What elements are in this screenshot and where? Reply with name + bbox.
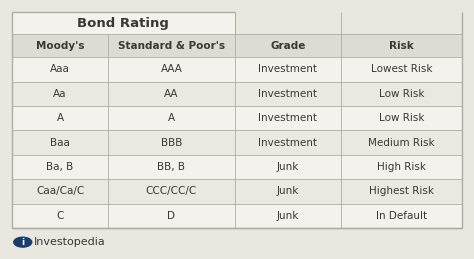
Text: AA: AA (164, 89, 179, 99)
Text: i: i (21, 238, 24, 247)
Circle shape (14, 237, 32, 247)
Text: Junk: Junk (276, 211, 299, 221)
Bar (341, 57, 462, 82)
Text: Moody's: Moody's (36, 41, 84, 51)
Bar (341, 12, 462, 34)
Text: Risk: Risk (389, 41, 414, 51)
Text: CCC/CC/C: CCC/CC/C (146, 186, 197, 196)
Bar (109, 130, 235, 155)
Text: Baa: Baa (50, 138, 70, 148)
Text: Investment: Investment (258, 113, 317, 123)
Text: Grade: Grade (270, 41, 305, 51)
Text: Standard & Poor's: Standard & Poor's (118, 41, 225, 51)
Text: Junk: Junk (276, 186, 299, 196)
Bar (109, 204, 235, 228)
Text: Low Risk: Low Risk (379, 89, 424, 99)
Text: BBB: BBB (161, 138, 182, 148)
Bar (12, 130, 109, 155)
Bar (235, 179, 341, 204)
Bar (235, 130, 341, 155)
Bar (12, 204, 109, 228)
Text: High Risk: High Risk (377, 162, 426, 172)
Text: Investment: Investment (258, 64, 317, 74)
Text: Caa/Ca/C: Caa/Ca/C (36, 186, 84, 196)
Text: A: A (56, 113, 64, 123)
Bar (341, 155, 462, 179)
Bar (12, 57, 109, 82)
Bar (12, 106, 109, 130)
Bar (235, 106, 341, 130)
Bar (12, 34, 109, 57)
Bar (235, 12, 341, 34)
Bar (341, 34, 462, 57)
Bar (341, 179, 462, 204)
Bar (109, 179, 235, 204)
Text: Investment: Investment (258, 138, 317, 148)
Text: Highest Risk: Highest Risk (369, 186, 434, 196)
Bar (341, 204, 462, 228)
Text: Junk: Junk (276, 162, 299, 172)
Bar (12, 155, 109, 179)
Bar (341, 130, 462, 155)
Bar (109, 34, 235, 57)
Text: A: A (168, 113, 175, 123)
Bar (109, 155, 235, 179)
Text: Investment: Investment (258, 89, 317, 99)
Text: Investopedia: Investopedia (34, 237, 106, 247)
Text: BB, B: BB, B (157, 162, 185, 172)
Bar (109, 57, 235, 82)
Bar (12, 179, 109, 204)
Text: Aaa: Aaa (50, 64, 70, 74)
Bar (12, 82, 109, 106)
Bar (235, 204, 341, 228)
Text: Medium Risk: Medium Risk (368, 138, 435, 148)
Text: Lowest Risk: Lowest Risk (371, 64, 432, 74)
Bar (109, 82, 235, 106)
Bar (341, 82, 462, 106)
Bar (235, 34, 341, 57)
Bar (12, 12, 235, 34)
Bar (235, 57, 341, 82)
Text: C: C (56, 211, 64, 221)
Text: Bond Rating: Bond Rating (77, 17, 169, 30)
Text: AAA: AAA (161, 64, 182, 74)
Text: D: D (167, 211, 175, 221)
Bar (341, 106, 462, 130)
Text: Low Risk: Low Risk (379, 113, 424, 123)
Text: Ba, B: Ba, B (46, 162, 74, 172)
Text: Aa: Aa (54, 89, 67, 99)
Bar (109, 106, 235, 130)
Bar (235, 82, 341, 106)
Text: In Default: In Default (376, 211, 427, 221)
Bar (235, 155, 341, 179)
